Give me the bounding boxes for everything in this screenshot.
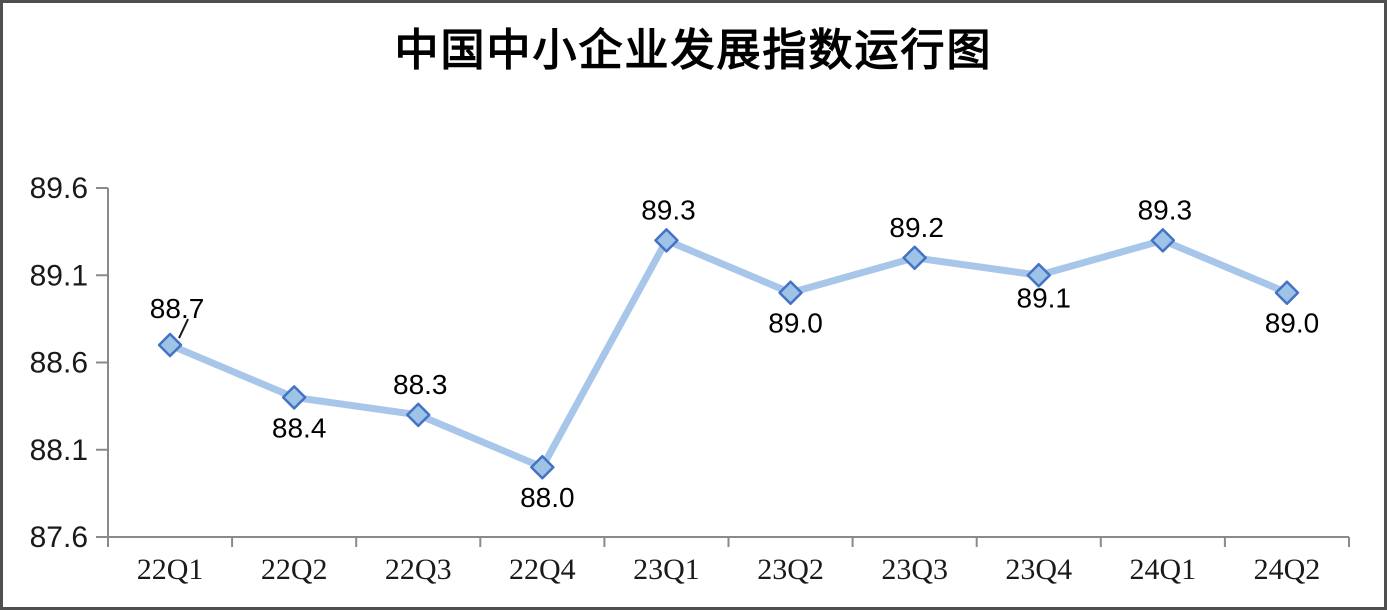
x-axis-category-label: 22Q1 bbox=[137, 553, 204, 586]
data-point-label: 89.3 bbox=[1138, 194, 1193, 225]
chart-title: 中国中小企业发展指数运行图 bbox=[394, 26, 993, 75]
x-axis-category-label: 24Q2 bbox=[1254, 553, 1321, 586]
x-axis-category-label: 23Q2 bbox=[757, 553, 824, 586]
line-chart-plot-area: 89.6 89.1 88.6 88.1 87.6 22Q1 22Q2 22Q3 22Q4 23Q1… bbox=[30, 172, 1350, 586]
data-point-label: 88.7 bbox=[150, 293, 205, 324]
data-point-label: 88.0 bbox=[520, 482, 575, 513]
y-axis-tick-label: 87.6 bbox=[30, 521, 88, 554]
series-line bbox=[166, 236, 1291, 471]
x-axis-category-label: 22Q2 bbox=[261, 553, 328, 586]
label-leader-line bbox=[178, 318, 189, 339]
data-point-label: 89.2 bbox=[889, 212, 944, 243]
x-axis-category-label: 23Q4 bbox=[1005, 553, 1072, 586]
x-axis-category-label: 22Q3 bbox=[385, 553, 452, 586]
data-point-marker bbox=[654, 228, 679, 253]
x-axis-category-label: 24Q1 bbox=[1130, 553, 1197, 586]
data-point-marker bbox=[1274, 280, 1300, 305]
y-axis-tick-label: 88.1 bbox=[30, 434, 88, 467]
data-point-marker bbox=[157, 332, 183, 358]
data-point-label: 89.3 bbox=[641, 194, 696, 225]
data-point-marker bbox=[530, 454, 555, 480]
y-axis-tick-label: 89.1 bbox=[30, 259, 88, 292]
data-point-label: 89.1 bbox=[1017, 282, 1072, 313]
data-point-label: 89.0 bbox=[768, 308, 823, 339]
data-point-marker bbox=[406, 402, 431, 428]
data-point-marker bbox=[902, 245, 927, 271]
data-point-marker bbox=[1026, 263, 1051, 288]
data-point-label: 89.0 bbox=[1265, 308, 1320, 339]
y-axis-tick-label: 88.6 bbox=[30, 347, 88, 380]
x-axis-category-label: 23Q3 bbox=[881, 553, 948, 586]
x-axis-category-label: 23Q1 bbox=[633, 553, 700, 586]
x-axis-category-label: 22Q4 bbox=[509, 553, 576, 586]
data-point-marker bbox=[778, 280, 803, 305]
data-point-marker bbox=[281, 385, 307, 410]
data-point-label: 88.3 bbox=[393, 369, 448, 400]
data-point-marker bbox=[1150, 228, 1176, 253]
y-axis-tick-label: 89.6 bbox=[30, 172, 88, 205]
data-point-label: 88.4 bbox=[272, 412, 327, 443]
